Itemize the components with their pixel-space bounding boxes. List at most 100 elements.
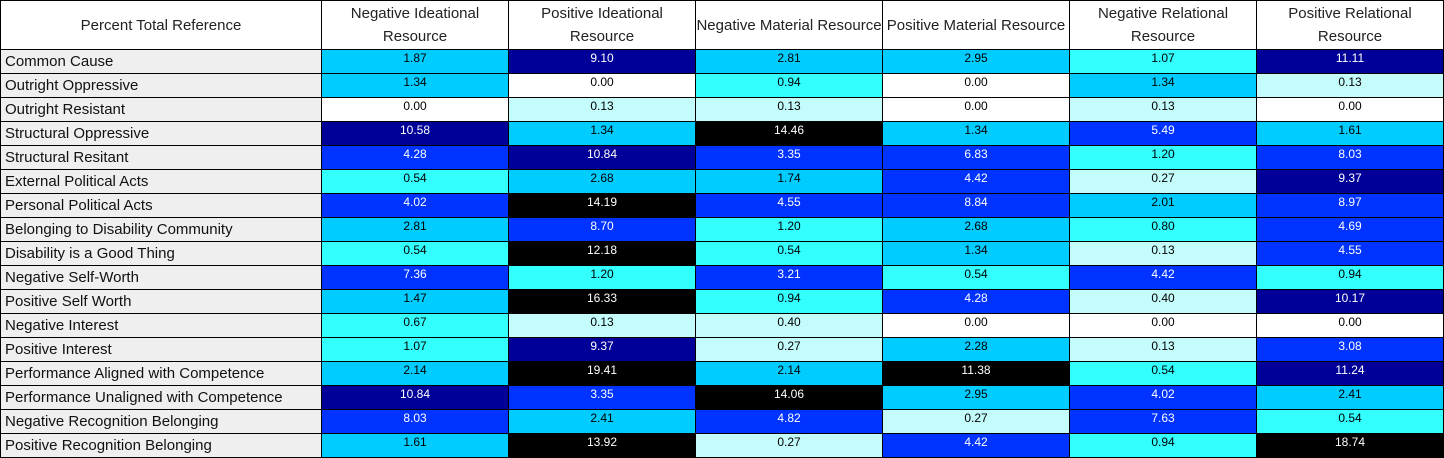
row-label: Negative Interest: [0, 313, 322, 338]
table-row: Disability is a Good Thing 0.54 12.18 0.54 1…: [0, 241, 1444, 266]
heatmap-cell: 2.28: [882, 337, 1070, 362]
header-row: Percent Total Reference Negative Ideatio…: [0, 0, 1444, 50]
heatmap-cell: 4.02: [1069, 385, 1257, 410]
heatmap-cell: 1.74: [695, 169, 883, 194]
heatmap-cell: 0.27: [1069, 169, 1257, 194]
heatmap-cell: 2.14: [321, 361, 509, 386]
row-label: Disability is a Good Thing: [0, 241, 322, 266]
heatmap-cell: 1.34: [882, 241, 1070, 266]
heatmap-cell: 1.20: [695, 217, 883, 242]
table-row: Positive Recognition Belonging 1.61 13.92 0…: [0, 433, 1444, 458]
heatmap-cell: 0.13: [508, 313, 696, 338]
heatmap-cell: 4.42: [1069, 265, 1257, 290]
heatmap-cell: 4.42: [882, 433, 1070, 458]
heatmap-cell: 5.49: [1069, 121, 1257, 146]
heatmap-cell: 0.54: [1069, 361, 1257, 386]
heatmap-cell: 2.41: [1256, 385, 1444, 410]
table-row: Outright Oppressive 1.34 0.00 0.94 0.00 1.34 0…: [0, 73, 1444, 98]
column-header: Positive Ideational Resource: [508, 0, 696, 50]
row-label: Negative Self-Worth: [0, 265, 322, 290]
heatmap-cell: 0.00: [882, 313, 1070, 338]
table-row: Positive Self Worth 1.47 16.33 0.94 4.28 0.40…: [0, 289, 1444, 314]
heatmap-cell: 0.00: [882, 73, 1070, 98]
heatmap-cell: 0.54: [321, 169, 509, 194]
row-label: Performance Unaligned with Competence: [0, 385, 322, 410]
heatmap-cell: 4.28: [882, 289, 1070, 314]
heatmap-cell: 19.41: [508, 361, 696, 386]
heatmap-cell: 16.33: [508, 289, 696, 314]
row-label: External Political Acts: [0, 169, 322, 194]
heatmap-cell: 2.68: [882, 217, 1070, 242]
heatmap-cell: 2.95: [882, 385, 1070, 410]
heatmap-cell: 4.55: [1256, 241, 1444, 266]
heatmap-cell: 0.27: [695, 337, 883, 362]
row-label: Structural Resitant: [0, 145, 322, 170]
heatmap-cell: 0.13: [1069, 337, 1257, 362]
heatmap-cell: 10.84: [321, 385, 509, 410]
heatmap-cell: 4.55: [695, 193, 883, 218]
corner-label: Percent Total Reference: [0, 0, 322, 50]
heatmap-cell: 8.84: [882, 193, 1070, 218]
table-row: Negative Self-Worth 7.36 1.20 3.21 0.54 4.42 0…: [0, 265, 1444, 290]
heatmap-cell: 0.94: [695, 289, 883, 314]
heatmap-cell: 2.95: [882, 49, 1070, 74]
heatmap-cell: 8.03: [321, 409, 509, 434]
column-header: Negative Relational Resource: [1069, 0, 1257, 50]
heatmap-cell: 0.94: [1069, 433, 1257, 458]
table-row: Common Cause 1.87 9.10 2.81 2.95 1.07 11.11: [0, 49, 1444, 74]
table-row: Performance Unaligned with Competence 10.…: [0, 385, 1444, 410]
heatmap-cell: 10.17: [1256, 289, 1444, 314]
heatmap-cell: 0.40: [1069, 289, 1257, 314]
heatmap-cell: 0.27: [882, 409, 1070, 434]
heatmap-cell: 2.68: [508, 169, 696, 194]
heatmap-cell: 0.00: [321, 97, 509, 122]
heatmap-cell: 2.81: [695, 49, 883, 74]
row-label: Common Cause: [0, 49, 322, 74]
heatmap-cell: 4.28: [321, 145, 509, 170]
heatmap-cell: 11.24: [1256, 361, 1444, 386]
heatmap-cell: 9.10: [508, 49, 696, 74]
heatmap-cell: 1.34: [882, 121, 1070, 146]
heatmap-cell: 1.07: [1069, 49, 1257, 74]
row-label: Positive Recognition Belonging: [0, 433, 322, 458]
heatmap-cell: 2.41: [508, 409, 696, 434]
row-label: Outright Oppressive: [0, 73, 322, 98]
table-row: Personal Political Acts 4.02 14.19 4.55 8.84…: [0, 193, 1444, 218]
heatmap-cell: 12.18: [508, 241, 696, 266]
heatmap-cell: 0.00: [1256, 97, 1444, 122]
row-label: Personal Political Acts: [0, 193, 322, 218]
heatmap-cell: 3.35: [695, 145, 883, 170]
heatmap-cell: 3.35: [508, 385, 696, 410]
heatmap-cell: 0.00: [508, 73, 696, 98]
heatmap-cell: 14.46: [695, 121, 883, 146]
heatmap-cell: 9.37: [508, 337, 696, 362]
heatmap-cell: 1.61: [321, 433, 509, 458]
table-row: Performance Aligned with Competence 2.14 1…: [0, 361, 1444, 386]
heatmap-cell: 11.38: [882, 361, 1070, 386]
heatmap-cell: 0.94: [1256, 265, 1444, 290]
column-header: Negative Ideational Resource: [321, 0, 509, 50]
table-row: Belonging to Disability Community 2.81 8.7…: [0, 217, 1444, 242]
heatmap-cell: 14.19: [508, 193, 696, 218]
heatmap-cell: 0.40: [695, 313, 883, 338]
row-label: Structural Oppressive: [0, 121, 322, 146]
column-header: Positive Material Resource: [882, 0, 1070, 50]
heatmap-cell: 1.87: [321, 49, 509, 74]
heatmap-body: Common Cause 1.87 9.10 2.81 2.95 1.07 11.11 Out…: [0, 49, 1444, 458]
row-label: Positive Interest: [0, 337, 322, 362]
table-row: Structural Oppressive 10.58 1.34 14.46 1.34 5…: [0, 121, 1444, 146]
heatmap-cell: 0.13: [695, 97, 883, 122]
table-row: Negative Recognition Belonging 8.03 2.41 4.…: [0, 409, 1444, 434]
heatmap-cell: 13.92: [508, 433, 696, 458]
heatmap-cell: 1.34: [321, 73, 509, 98]
heatmap-cell: 7.63: [1069, 409, 1257, 434]
heatmap-cell: 1.20: [508, 265, 696, 290]
row-label: Performance Aligned with Competence: [0, 361, 322, 386]
heatmap-cell: 4.82: [695, 409, 883, 434]
heatmap-cell: 7.36: [321, 265, 509, 290]
row-label: Outright Resistant: [0, 97, 322, 122]
heatmap-cell: 0.54: [882, 265, 1070, 290]
heatmap-cell: 1.34: [1069, 73, 1257, 98]
heatmap-cell: 9.37: [1256, 169, 1444, 194]
